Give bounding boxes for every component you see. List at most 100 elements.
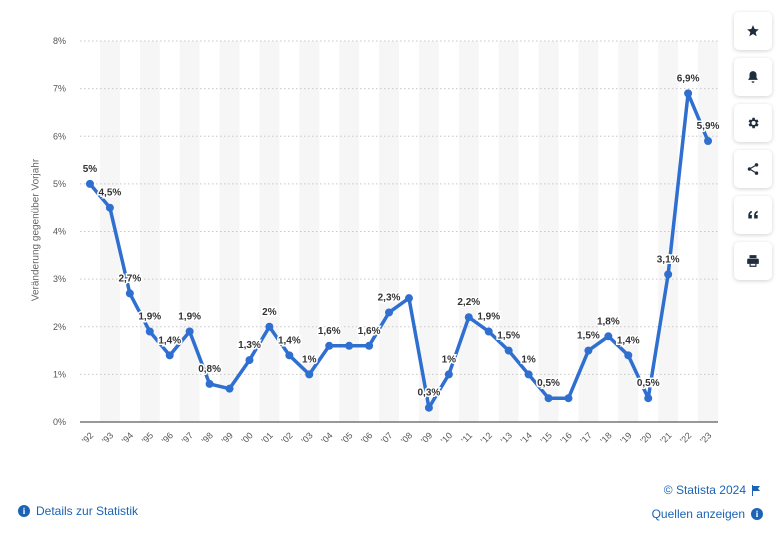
- data-label: 2,7%: [118, 273, 141, 284]
- x-tick-label: '06: [359, 430, 374, 445]
- data-point: [105, 203, 114, 212]
- data-label: 1,5%: [497, 331, 520, 342]
- data-point: [125, 289, 134, 298]
- data-label: 0,5%: [537, 378, 560, 389]
- x-tick-label: '23: [698, 430, 713, 445]
- data-label: 3,1%: [657, 254, 680, 265]
- x-tick-label: '96: [160, 430, 175, 445]
- copyright-link[interactable]: © Statista 2024: [664, 483, 761, 497]
- data-point: [664, 270, 673, 279]
- x-tick-label: '12: [479, 430, 494, 445]
- data-label: 2%: [262, 307, 277, 318]
- info-icon: i: [18, 505, 30, 517]
- data-point: [644, 394, 653, 403]
- data-point: [544, 394, 553, 403]
- x-tick-label: '07: [379, 430, 394, 445]
- data-label: 1,4%: [278, 335, 301, 346]
- show-sources-link[interactable]: Quellen anzeigen i: [652, 507, 763, 521]
- data-point: [385, 308, 394, 317]
- data-point: [444, 370, 453, 379]
- x-tick-label: '02: [279, 430, 294, 445]
- y-tick-label: 6%: [53, 131, 66, 141]
- data-label: 1,4%: [158, 335, 181, 346]
- y-tick-label: 1%: [53, 369, 66, 379]
- y-tick-label: 0%: [53, 417, 66, 427]
- x-tick-label: '21: [658, 430, 673, 445]
- share-icon: [747, 163, 759, 175]
- data-label: 1,9%: [138, 312, 161, 323]
- x-tick-label: '19: [618, 430, 633, 445]
- data-point: [225, 384, 234, 393]
- x-tick-label: '99: [220, 430, 235, 445]
- data-label: 2,3%: [378, 292, 401, 303]
- favorite-button[interactable]: [734, 12, 772, 50]
- data-label: 5%: [83, 164, 98, 175]
- x-tick-label: '22: [678, 430, 693, 445]
- x-tick-label: '15: [539, 430, 554, 445]
- y-tick-label: 8%: [53, 36, 66, 46]
- star-icon: [747, 25, 759, 37]
- data-label: 0,3%: [418, 388, 441, 399]
- statistic-details-label: Details zur Statistik: [36, 504, 139, 518]
- data-point: [684, 89, 693, 98]
- data-label: 1%: [521, 354, 536, 365]
- data-point: [704, 137, 713, 146]
- x-tick-label: '08: [399, 430, 414, 445]
- data-point: [584, 346, 593, 355]
- data-label: 1%: [442, 354, 457, 365]
- data-point: [464, 313, 473, 322]
- x-tick-label: '10: [439, 430, 454, 445]
- x-tick-label: '11: [459, 430, 474, 445]
- data-point: [245, 356, 254, 365]
- data-label: 1,6%: [358, 326, 381, 337]
- data-label: 2,2%: [457, 297, 480, 308]
- x-tick-label: '13: [499, 430, 514, 445]
- x-tick-label: '98: [200, 430, 215, 445]
- data-point: [504, 346, 513, 355]
- data-label: 1,3%: [238, 340, 261, 351]
- x-tick-label: '03: [299, 430, 314, 445]
- x-tick-label: '93: [100, 430, 115, 445]
- data-point: [345, 341, 354, 350]
- cite-button[interactable]: [734, 196, 772, 234]
- data-point: [165, 351, 174, 360]
- data-label: 1,9%: [178, 312, 201, 323]
- data-point: [305, 370, 314, 379]
- print-button[interactable]: [734, 242, 772, 280]
- data-point: [365, 341, 374, 350]
- data-point: [205, 379, 214, 388]
- quote-icon: [748, 210, 758, 219]
- data-label: 0,5%: [637, 378, 660, 389]
- x-tick-label: '95: [140, 430, 155, 445]
- data-label: 1%: [302, 354, 317, 365]
- print-icon: [747, 255, 759, 267]
- data-point: [624, 351, 633, 360]
- settings-button[interactable]: [734, 104, 772, 142]
- show-sources-label: Quellen anzeigen: [651, 507, 745, 521]
- data-label: 1,5%: [577, 331, 600, 342]
- share-button[interactable]: [734, 150, 772, 188]
- copyright-label: © Statista 2024: [663, 483, 746, 497]
- bell-icon: [748, 71, 758, 83]
- info-icon: i: [751, 508, 763, 520]
- notification-button[interactable]: [734, 58, 772, 96]
- x-tick-label: '09: [419, 430, 434, 445]
- statistic-details-link[interactable]: i Details zur Statistik: [18, 504, 138, 518]
- x-tick-label: '20: [638, 430, 653, 445]
- y-tick-label: 2%: [53, 322, 66, 332]
- x-tick-label: '18: [598, 430, 613, 445]
- x-tick-label: '14: [519, 430, 534, 445]
- x-tick-label: '17: [578, 430, 593, 445]
- chart-toolbar: [734, 12, 772, 280]
- x-tick-label: '04: [319, 430, 334, 445]
- chart: 0% 1% 2% 3% 4% 5% 6% 7% 8% '92 '93 '94 '95 '96 '97 '98 '…: [31, 36, 722, 446]
- data-point: [85, 179, 94, 188]
- data-point: [325, 341, 334, 350]
- y-tick-label: 5%: [53, 179, 66, 189]
- x-tick-label: '94: [120, 430, 135, 445]
- y-tick-label: 3%: [53, 274, 66, 284]
- flag-icon: [752, 484, 760, 496]
- data-point: [404, 294, 413, 303]
- series-line: [88, 91, 710, 410]
- x-tick-label: '01: [259, 430, 274, 445]
